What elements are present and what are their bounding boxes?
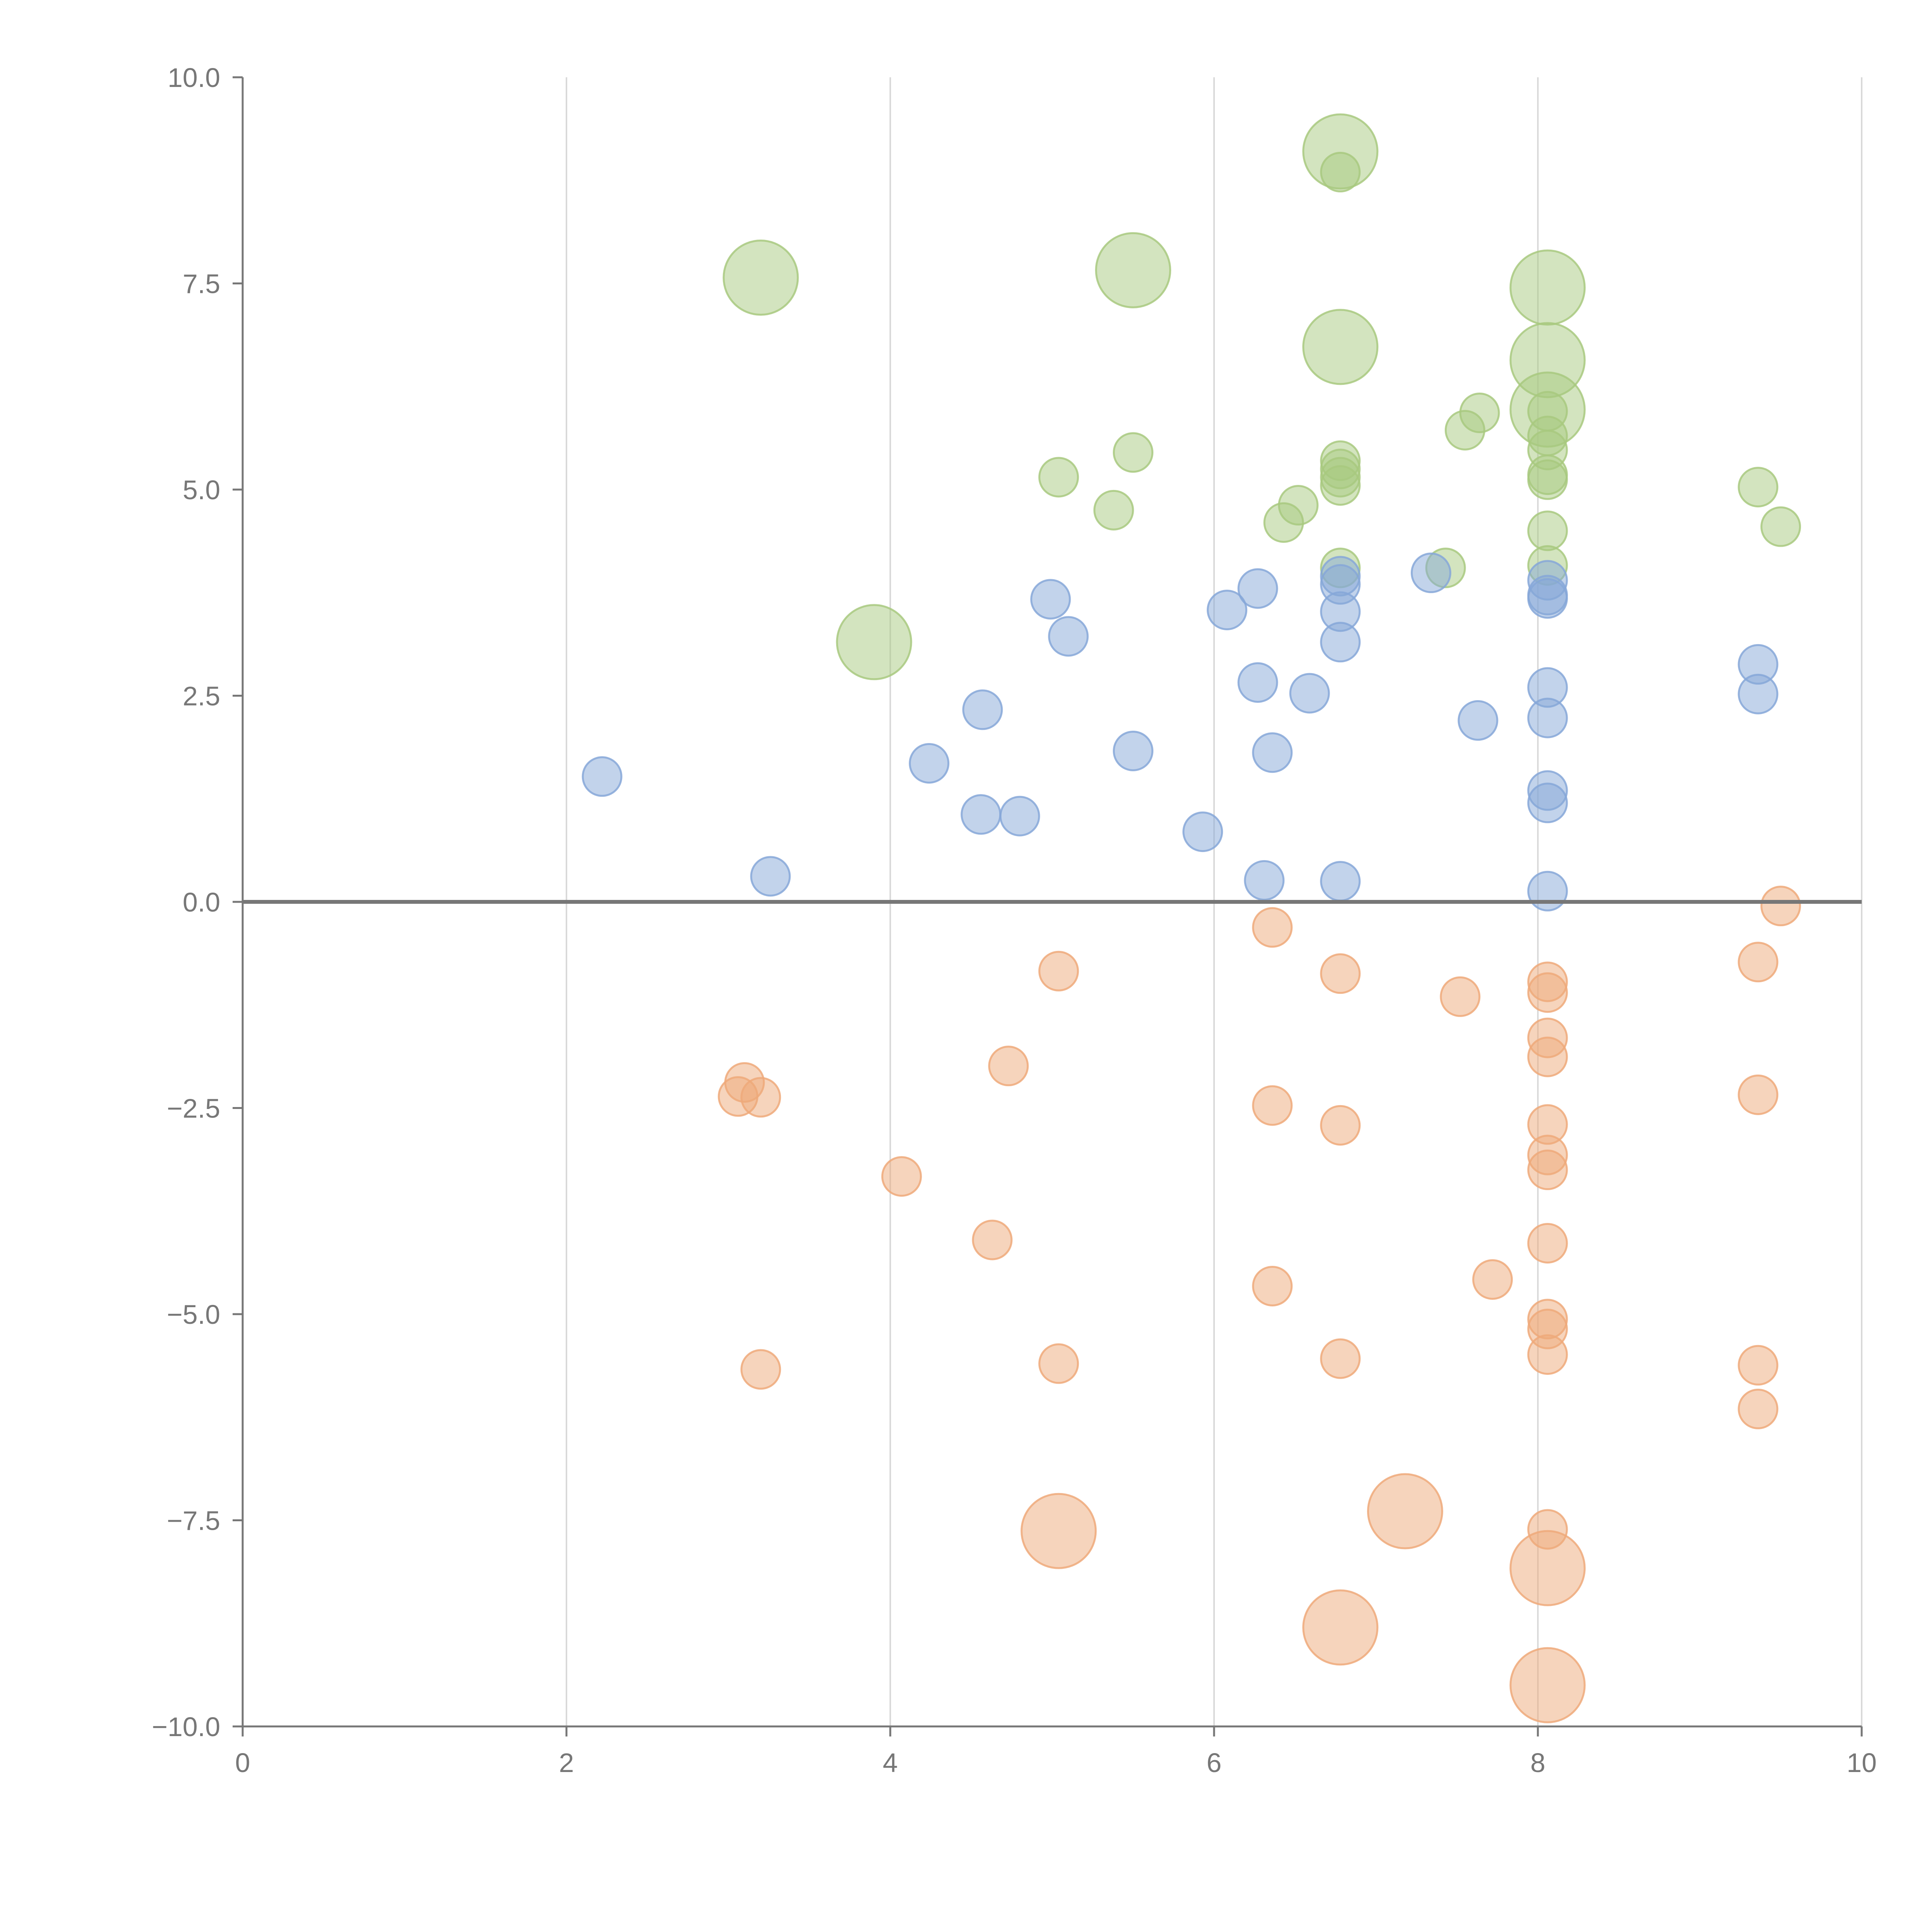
orange-bubble — [1527, 1150, 1568, 1190]
orange-bubble — [1738, 1388, 1779, 1429]
orange-bubble — [1738, 942, 1779, 983]
orange-bubble — [1509, 1647, 1586, 1723]
blue-bubble — [1320, 861, 1361, 902]
blue-bubble — [1244, 860, 1285, 901]
orange-bubble — [1252, 907, 1293, 948]
blue-bubble — [1320, 622, 1361, 663]
blue-bubble — [1527, 782, 1568, 823]
orange-bubble — [1020, 1493, 1097, 1569]
orange-bubble — [988, 1046, 1029, 1087]
y-tick-label: 0.0 — [183, 887, 220, 917]
blue-bubble — [962, 689, 1003, 730]
y-tick-label: 10.0 — [168, 63, 220, 93]
green-bubble — [1302, 309, 1379, 385]
orange-bubble — [1738, 1345, 1779, 1386]
orange-bubble — [972, 1219, 1013, 1260]
orange-bubble — [1252, 1085, 1293, 1126]
orange-bubble — [1320, 953, 1361, 994]
orange-bubble — [1527, 972, 1568, 1013]
green-bubble — [1320, 151, 1361, 192]
blue-bubble — [1527, 697, 1568, 738]
blue-bubble — [1527, 871, 1568, 912]
blue-bubble — [961, 794, 1002, 835]
orange-bubble — [740, 1349, 781, 1390]
x-tick-label: 2 — [559, 1748, 574, 1778]
blue-bubble — [1207, 590, 1248, 631]
blue-bubble — [1030, 579, 1071, 620]
orange-bubble — [881, 1156, 922, 1197]
orange-bubble — [1509, 1530, 1586, 1606]
x-tick-label: 4 — [883, 1748, 898, 1778]
orange-bubble — [1760, 886, 1801, 927]
orange-bubble — [1527, 1334, 1568, 1375]
y-tick-label: −10.0 — [152, 1712, 220, 1742]
green-bubble — [1738, 467, 1779, 508]
x-tick-label: 8 — [1531, 1748, 1546, 1778]
blue-bubble — [750, 856, 791, 897]
blue-bubble — [909, 743, 950, 784]
x-tick-label: 6 — [1207, 1748, 1222, 1778]
orange-bubble — [740, 1077, 781, 1118]
blue-bubble — [1527, 578, 1568, 619]
orange-bubble — [1527, 1036, 1568, 1077]
orange-bubble — [1527, 1223, 1568, 1264]
orange-bubble — [1440, 976, 1481, 1017]
green-bubble — [1760, 506, 1801, 547]
green-bubble — [723, 240, 799, 316]
green-bubble — [1444, 410, 1485, 451]
orange-bubble — [1320, 1105, 1361, 1146]
green-bubble — [1320, 465, 1361, 506]
blue-bubble — [1182, 811, 1223, 852]
y-tick-label: −2.5 — [167, 1094, 220, 1124]
green-bubble — [1113, 432, 1153, 473]
tick-layer: 0 2 4 6 8 10 10.0 7.5 5.0 2.5 0.0 −2.5 −5.0 −7.5 −10.0 — [152, 63, 1877, 1778]
y-tick-label: 7.5 — [183, 269, 220, 299]
green-bubble — [1095, 232, 1171, 308]
blue-bubble — [1237, 662, 1278, 703]
green-bubble — [836, 604, 912, 680]
blue-bubble — [1252, 732, 1293, 773]
y-tick-label: −7.5 — [167, 1506, 220, 1536]
blue-bubble — [1113, 730, 1153, 771]
x-tick-label: 10 — [1847, 1748, 1877, 1778]
green-bubble — [1263, 502, 1304, 543]
orange-bubble — [1038, 1343, 1079, 1384]
orange-bubble — [1320, 1338, 1361, 1379]
blue-bubble — [1237, 568, 1278, 609]
orange-bubble — [1738, 1074, 1779, 1115]
blue-bubble — [1048, 616, 1089, 657]
blue-bubble — [1289, 673, 1330, 714]
blue-bubble — [1458, 700, 1498, 741]
green-bubble — [1093, 490, 1134, 531]
green-bubble — [1038, 457, 1079, 498]
blue-bubble — [1410, 553, 1451, 594]
orange-bubble — [1472, 1259, 1513, 1300]
bubble-layer — [582, 113, 1801, 1723]
orange-bubble — [1302, 1589, 1379, 1666]
blue-bubble — [1738, 673, 1779, 714]
green-bubble — [1509, 249, 1586, 326]
blue-bubble — [999, 796, 1040, 837]
orange-bubble — [1038, 951, 1079, 992]
orange-bubble — [1252, 1265, 1293, 1306]
y-tick-label: −5.0 — [167, 1299, 220, 1330]
blue-bubble — [582, 756, 622, 797]
green-bubble — [1527, 459, 1568, 500]
y-tick-label: 5.0 — [183, 475, 220, 505]
y-tick-label: 2.5 — [183, 681, 220, 711]
green-bubble — [1527, 510, 1568, 551]
orange-bubble — [1367, 1473, 1443, 1549]
x-tick-label: 0 — [235, 1748, 250, 1778]
